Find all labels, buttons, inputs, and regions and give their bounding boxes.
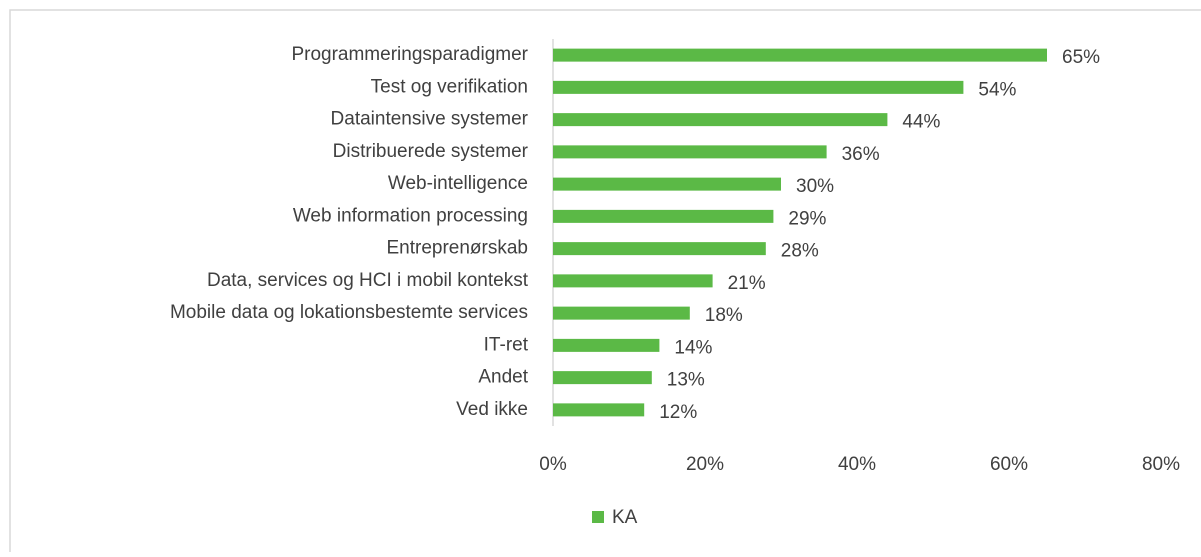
x-tick-label: 0% <box>539 454 567 475</box>
chart-border <box>9 9 1201 557</box>
data-label: 14% <box>674 337 712 358</box>
bar <box>553 80 964 94</box>
data-label: 65% <box>1062 47 1100 68</box>
x-tick-label: 60% <box>990 454 1028 475</box>
y-tick-label: IT-ret <box>484 334 529 355</box>
y-tick-label: Web-intelligence <box>388 173 528 194</box>
x-tick-label: 40% <box>838 454 876 475</box>
y-tick-label: Ved ikke <box>456 399 528 420</box>
data-label: 28% <box>781 241 819 262</box>
data-label: 44% <box>902 112 940 133</box>
bar <box>553 403 645 417</box>
y-tick-label: Andet <box>478 367 528 388</box>
data-label: 54% <box>978 79 1016 100</box>
bar <box>553 48 1047 62</box>
data-label: 12% <box>659 402 697 423</box>
data-label: 21% <box>728 273 766 294</box>
bar <box>553 274 713 288</box>
legend-label: KA <box>612 507 638 528</box>
y-tick-label: Distribuerede systemer <box>333 141 529 162</box>
x-tick-label: 20% <box>686 454 724 475</box>
bar <box>553 242 766 256</box>
y-tick-label: Dataintensive systemer <box>331 109 529 130</box>
bar <box>553 371 652 385</box>
y-tick-label: Entreprenørskab <box>386 238 528 259</box>
y-tick-label: Test og verifikation <box>371 76 528 97</box>
data-label: 13% <box>667 370 705 391</box>
data-label: 18% <box>705 305 743 326</box>
y-tick-label: Programmeringsparadigmer <box>291 44 528 65</box>
y-tick-label: Data, services og HCI i mobil kontekst <box>207 270 529 291</box>
data-label: 29% <box>788 208 826 229</box>
data-label: 30% <box>796 176 834 197</box>
bar <box>553 177 781 191</box>
bar <box>553 145 827 159</box>
bar <box>553 306 690 320</box>
bar <box>553 113 888 127</box>
x-tick-label: 80% <box>1142 454 1180 475</box>
bar <box>553 209 774 223</box>
y-tick-label: Mobile data og lokationsbestemte service… <box>170 302 528 323</box>
y-tick-label: Web information processing <box>293 205 528 226</box>
legend-swatch <box>592 511 604 523</box>
bar <box>553 338 660 352</box>
data-label: 36% <box>842 144 880 165</box>
